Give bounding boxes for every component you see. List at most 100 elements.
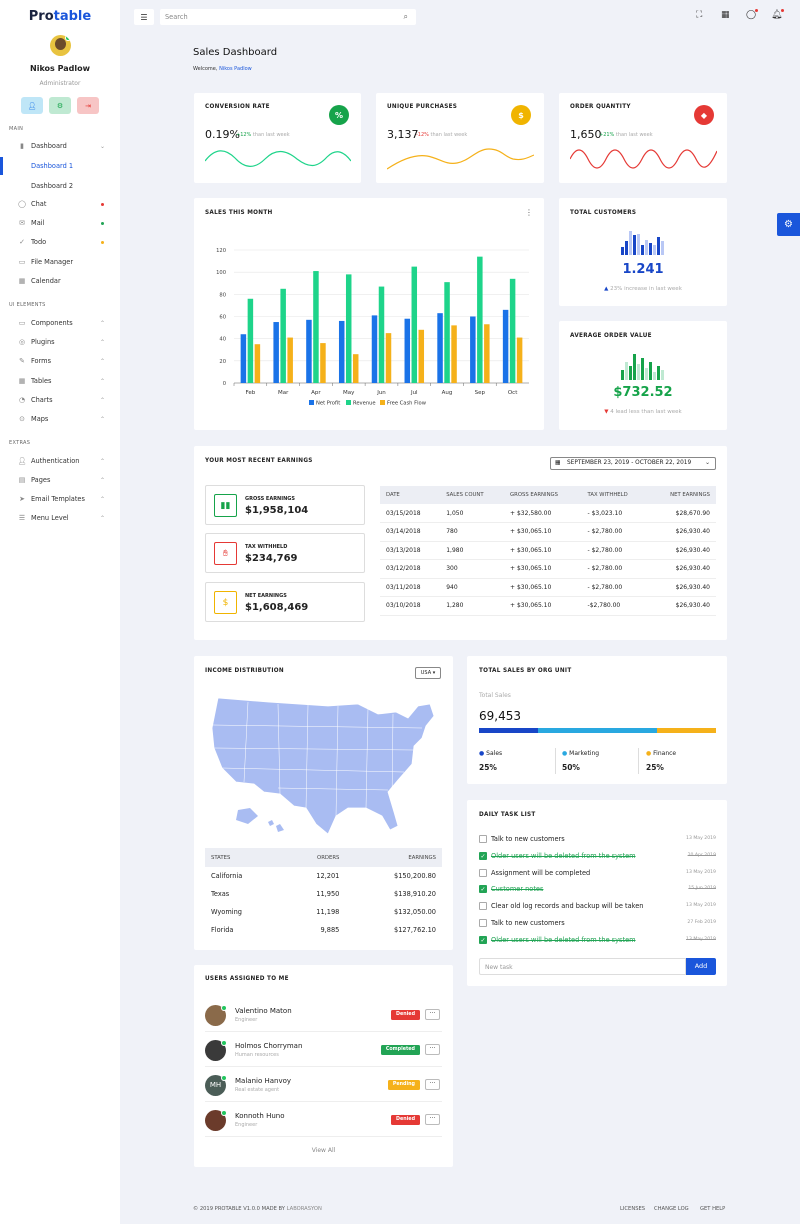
new-task-input[interactable]: New task: [479, 958, 686, 975]
more-vertical-icon[interactable]: ⋮: [525, 208, 533, 217]
table-cell: $150,200.80: [394, 872, 436, 880]
pie-icon: ◔: [18, 396, 26, 404]
more-horizontal-icon: ···: [429, 1045, 436, 1052]
chat-icon[interactable]: ◯: [746, 9, 758, 20]
country-select[interactable]: USA ▾: [415, 667, 441, 679]
date-range-picker[interactable]: ▦ SEPTEMBER 23, 2019 - OCTOBER 22, 2019 ⌄: [550, 457, 716, 470]
task-item[interactable]: ✓ Customer notes 15 Jun 2019: [479, 884, 716, 897]
more-button[interactable]: ···: [425, 1009, 440, 1020]
calendar-icon: ▦: [555, 460, 561, 466]
sidebar-item-maps[interactable]: ⊙ Maps ⌃: [17, 412, 112, 426]
sidebar-item-components[interactable]: ▭ Components ⌃: [18, 319, 105, 327]
more-button[interactable]: ···: [425, 1114, 440, 1125]
more-button[interactable]: ···: [425, 1079, 440, 1090]
task-item[interactable]: Talk to new customers 27 Feb 2019: [479, 918, 716, 931]
user-name: Holmos Chorryman: [235, 1042, 303, 1050]
sidebar-item-dashboard-1[interactable]: Dashboard 1: [31, 162, 74, 170]
sidebar-item-chat[interactable]: ◯ Chat: [17, 197, 112, 211]
org-progress-bar: [479, 728, 716, 733]
task-checkbox[interactable]: ✓: [479, 851, 487, 860]
profile-button[interactable]: 👤︎: [21, 97, 43, 114]
online-indicator: [221, 1110, 227, 1116]
bell-icon[interactable]: 🔔︎: [771, 9, 784, 20]
table-row: 03/14/2018 780 + $30,065.10- $2,780.00 $26,…: [380, 522, 716, 542]
user-name: Malanio Hanvoy: [235, 1077, 292, 1085]
task-item[interactable]: ✓ Older users will be deleted from the sy…: [479, 935, 716, 948]
add-task-button[interactable]: Add: [686, 958, 716, 975]
table-cell: Wyoming: [211, 908, 242, 916]
y-tick-label: 20: [219, 359, 226, 365]
sidebar-item-dashboard-2[interactable]: Dashboard 2: [31, 182, 74, 190]
chevron-up-icon: ⌃: [99, 415, 105, 423]
task-checkbox[interactable]: ✓: [479, 885, 487, 894]
user-name: Konnoth Huno: [235, 1112, 285, 1120]
y-tick-label: 0: [223, 381, 226, 387]
sidebar-item-pages[interactable]: ▤ Pages ⌃: [18, 476, 105, 484]
task-checkbox[interactable]: [479, 868, 487, 877]
sparkline: [387, 148, 534, 170]
unique-purchases-card: UNIQUE PURCHASES $ 3,137 -12% than last …: [376, 93, 544, 183]
notification-dot: [101, 240, 104, 244]
table-row: California 12,201 $150,200.80: [205, 867, 442, 885]
task-date: 13 May 2019: [686, 903, 716, 909]
settings-button[interactable]: ⚙︎: [49, 97, 71, 114]
sidebar-item-dashboard[interactable]: ▮ Dashboard ⌄: [17, 139, 112, 153]
footer-link-licenses[interactable]: LICENSES: [620, 1206, 646, 1212]
footer-link-change-log[interactable]: CHANGE LOG: [654, 1206, 689, 1212]
task-item[interactable]: Talk to new customers 13 May 2019: [479, 834, 716, 847]
task-text: Clear old log records and backup will be…: [491, 902, 644, 911]
stat-value: 0.19%: [205, 128, 240, 141]
table-cell: - $2,780.00: [581, 559, 649, 579]
online-indicator: [221, 1075, 227, 1081]
income-distribution-card: INCOME DISTRIBUTION USA ▾: [194, 656, 453, 950]
task-item[interactable]: Assignment will be completed 13 May 2019: [479, 868, 716, 881]
sidebar-item-forms[interactable]: ✎ Forms ⌃: [17, 354, 112, 368]
check-icon: ✓: [19, 238, 25, 246]
user-icon: 👤︎: [17, 457, 27, 465]
task-item[interactable]: Clear old log records and backup will be…: [479, 901, 716, 914]
welcome-user-link[interactable]: Nikos Padlow: [219, 66, 252, 72]
avatar: [205, 1040, 226, 1061]
user-role: Real estate agent: [235, 1087, 280, 1093]
search-input[interactable]: Search ⌕: [160, 9, 416, 25]
settings-icon: ⚙︎: [56, 101, 64, 110]
sidebar-item-todo[interactable]: ✓ Todo: [17, 235, 112, 249]
fullscreen-icon[interactable]: ⛶: [696, 10, 703, 20]
sidebar-item-charts[interactable]: ◔ Charts ⌃: [18, 396, 105, 404]
apps-grid-icon[interactable]: ▦: [721, 10, 730, 20]
task-checkbox[interactable]: [479, 902, 487, 911]
map-pin-icon: ⊙: [19, 415, 25, 423]
brand-logo[interactable]: Protable: [28, 9, 92, 24]
table-cell: 1,280: [440, 596, 505, 616]
sidebar-item-file-manager[interactable]: ▭ File Manager: [18, 258, 74, 266]
sidebar-item-plugins[interactable]: ◎ Plugins ⌃: [18, 338, 105, 346]
footer-link-get-help[interactable]: GET HELP: [700, 1206, 726, 1212]
sidebar-item-authentication[interactable]: 👤︎ Authentication ⌃: [17, 457, 105, 465]
menu-toggle-button[interactable]: ☰: [134, 9, 154, 25]
chevron-up-icon: ⌃: [99, 377, 105, 385]
bar-free-cash-flow: [287, 337, 293, 383]
sidebar-item-menu-level[interactable]: ☰ Menu Level ⌃: [18, 514, 105, 522]
y-tick-label: 120: [216, 248, 226, 254]
settings-panel-button[interactable]: ⚙︎: [777, 213, 800, 236]
task-checkbox[interactable]: [479, 919, 487, 927]
sidebar-item-mail[interactable]: ✉︎ Mail: [17, 216, 112, 230]
task-checkbox[interactable]: [479, 835, 487, 843]
sidebar-item-calendar[interactable]: ▦ Calendar: [18, 277, 61, 285]
sidebar-item-email-templates[interactable]: ➤ Email Templates ⌃: [17, 492, 112, 506]
legend-swatch: [346, 400, 351, 405]
more-button[interactable]: ···: [425, 1044, 440, 1055]
earnings-table: DATE SALES COUNT GROSS EARNINGS TAX WITHHEL…: [380, 486, 716, 616]
chevron-up-icon: ⌃: [99, 457, 105, 465]
view-all-link[interactable]: View All: [311, 1147, 336, 1154]
avatar[interactable]: [50, 35, 71, 56]
task-item[interactable]: ✓ Older users will be deleted from the sy…: [479, 851, 716, 864]
sidebar-item-tables[interactable]: ▦ Tables ⌃: [18, 377, 105, 385]
task-checkbox[interactable]: ✓: [479, 935, 487, 944]
monitor-icon: ▭: [18, 319, 26, 327]
logout-button[interactable]: ⇥: [77, 97, 99, 114]
status-badge: Pending: [387, 1080, 420, 1090]
sparkline: [570, 149, 717, 169]
daily-task-card: DAILY TASK LIST: [467, 800, 727, 986]
conversion-rate-card: CONVERSION RATE % 0.19% +12% than last w…: [194, 93, 361, 183]
